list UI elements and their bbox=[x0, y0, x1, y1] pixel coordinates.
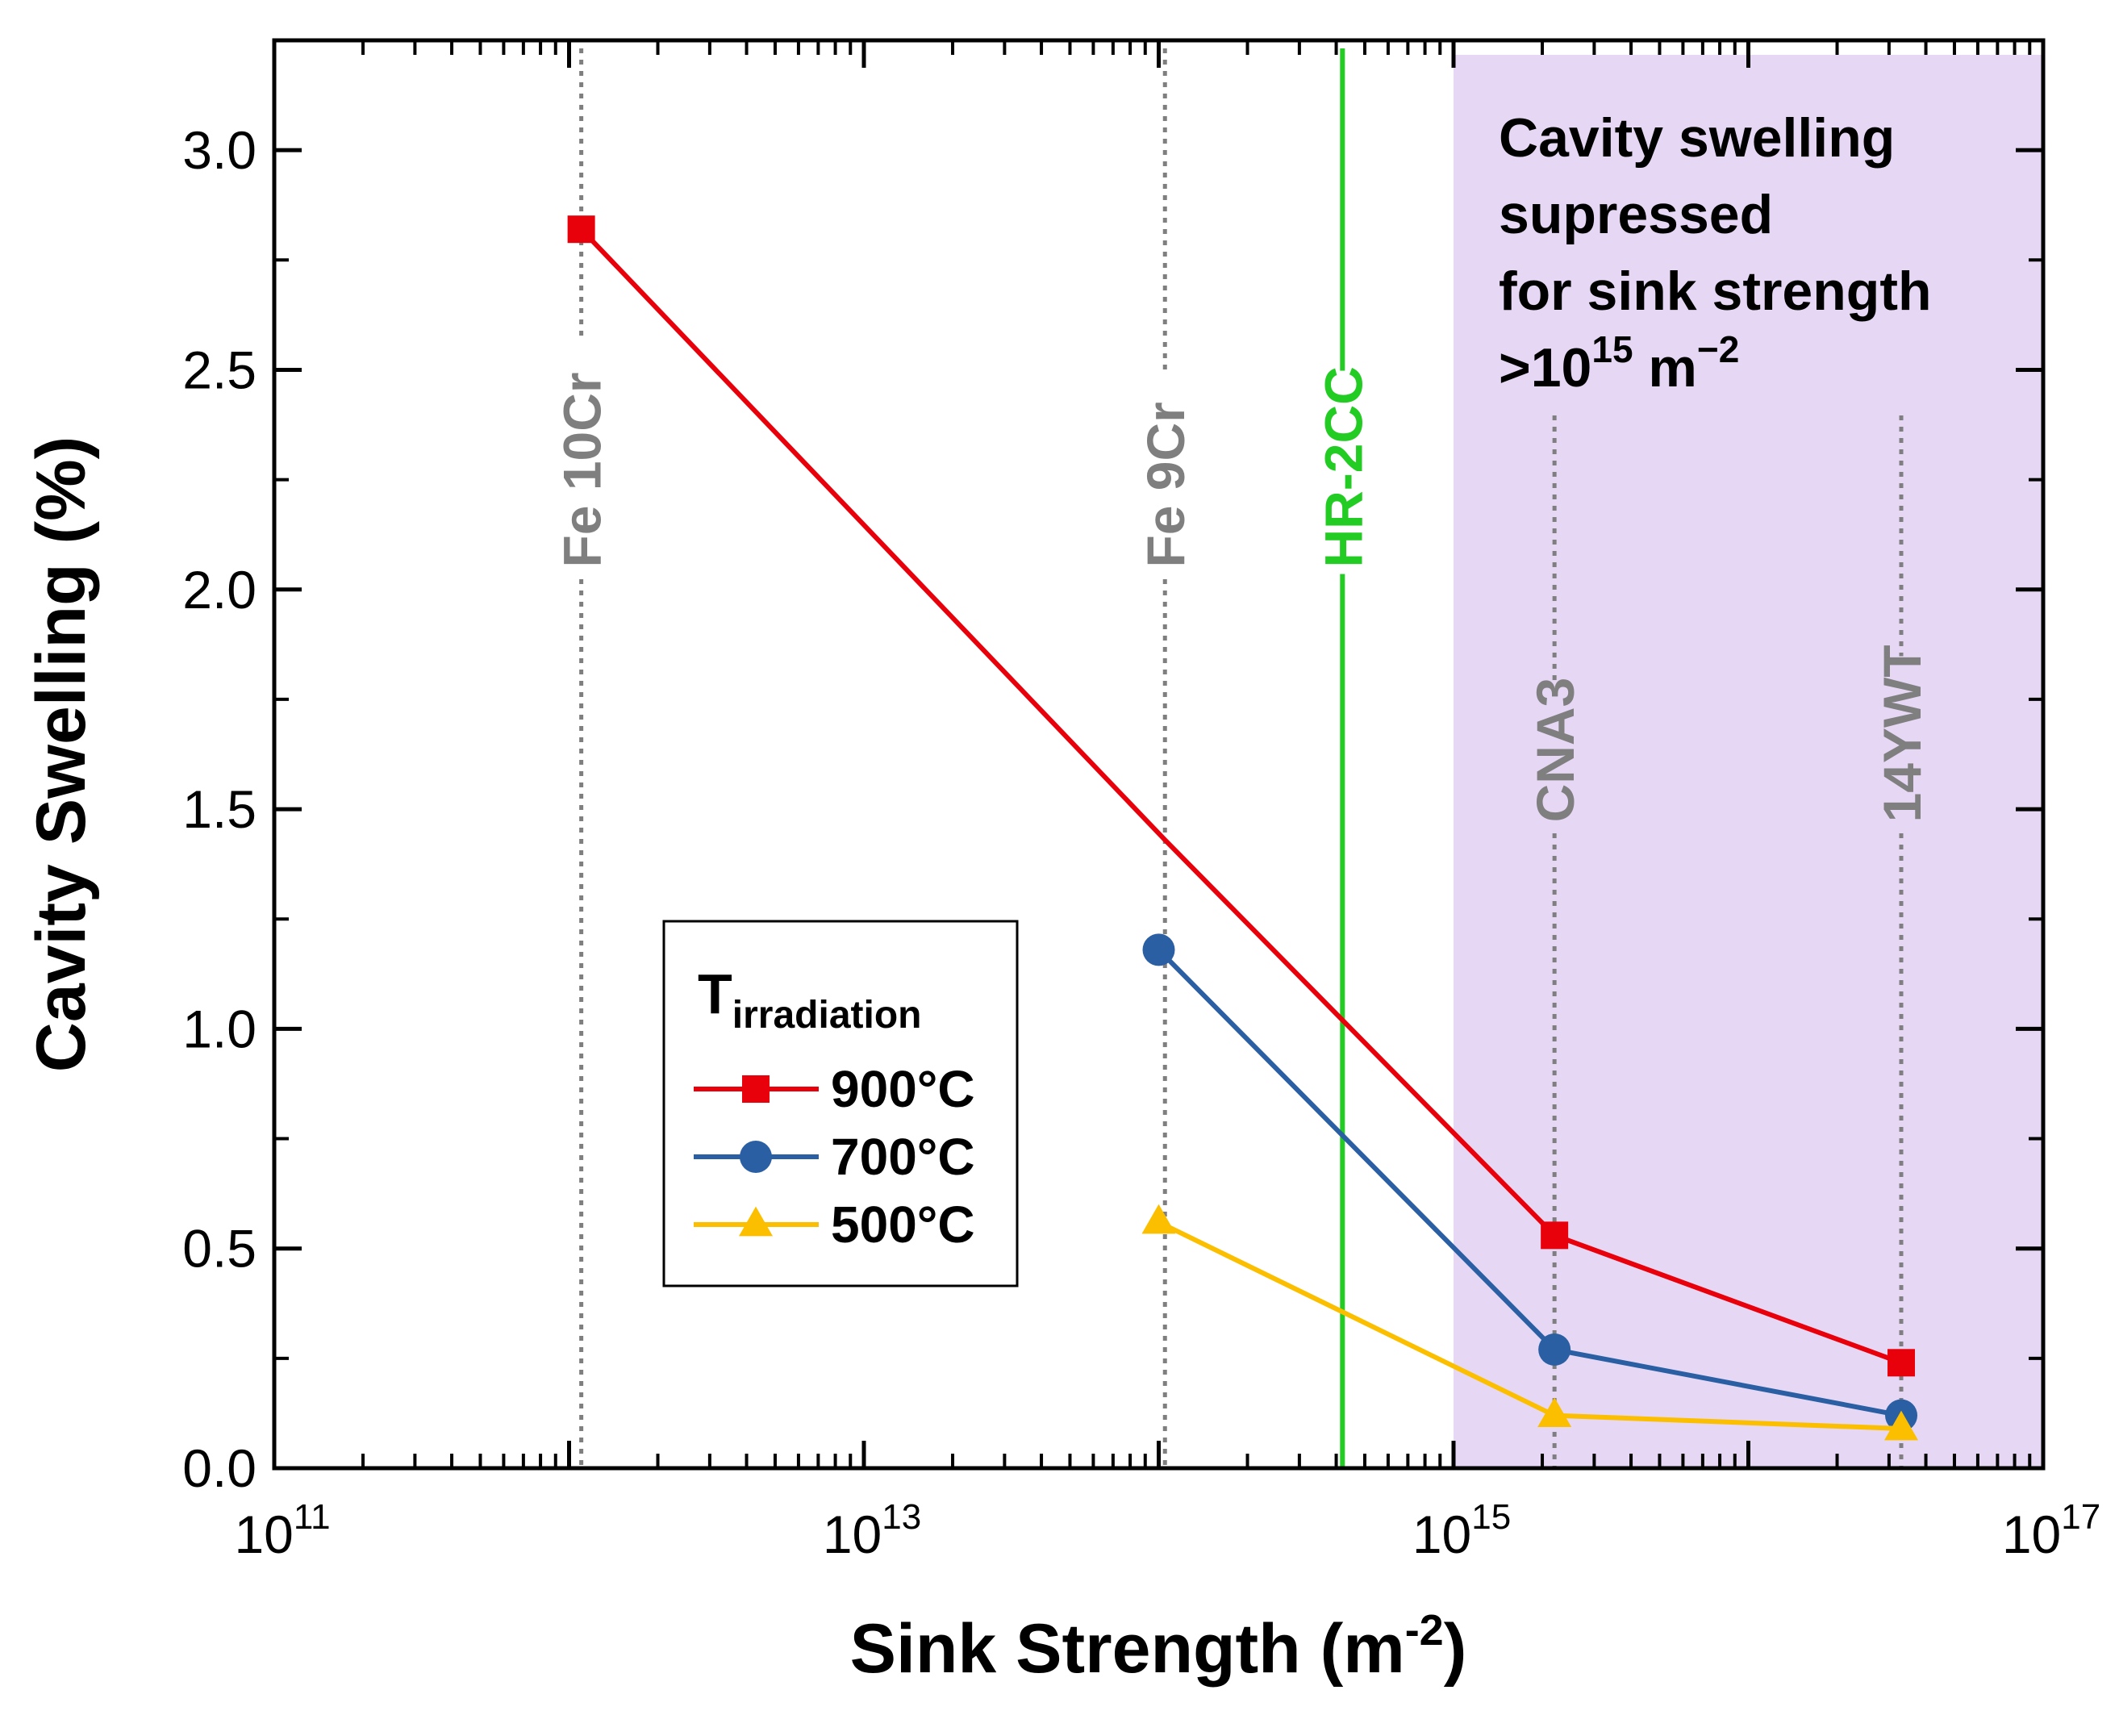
x-axis-title-sup: -2 bbox=[1405, 1606, 1444, 1655]
x-axis-title: Sink Strength (m-2) bbox=[850, 1606, 1467, 1688]
y-tick-label-0: 0.0 bbox=[182, 1438, 257, 1498]
legend-label-0: 900°C bbox=[831, 1060, 975, 1118]
legend-marker-1 bbox=[740, 1141, 772, 1173]
x-tick-exp-1: 13 bbox=[882, 1497, 921, 1537]
y-tick-label-5: 2.5 bbox=[182, 340, 257, 399]
x-axis-title-close: ) bbox=[1444, 1610, 1467, 1688]
x-tick-base-2: 10 bbox=[1412, 1504, 1471, 1564]
series-2-point-1 bbox=[1537, 1397, 1572, 1428]
reference-label-2: HR-2CC bbox=[1313, 366, 1373, 567]
y-tick-label-1: 0.5 bbox=[182, 1219, 257, 1279]
reference-lines: Fe 10Cr Fe 9Cr HR-2CC CNA3 14YWT bbox=[553, 48, 1932, 1468]
x-tick-exp-3: 17 bbox=[2061, 1497, 2100, 1537]
x-tick-label-3: 1017 bbox=[2002, 1497, 2100, 1564]
y-tick-label-6: 3.0 bbox=[182, 120, 257, 180]
x-tick-exp-0: 11 bbox=[294, 1497, 331, 1537]
x-tick-label-1: 1013 bbox=[823, 1497, 921, 1564]
series-1-point-0 bbox=[1142, 933, 1175, 966]
series-line-0 bbox=[579, 227, 1903, 1366]
x-tick-label-2: 1015 bbox=[1412, 1497, 1511, 1564]
region-text-line-0: Cavity swelling bbox=[1499, 107, 1895, 169]
region-text-unit-exp: −2 bbox=[1697, 328, 1739, 370]
x-tick-label-0: 1011 bbox=[234, 1497, 330, 1564]
region-text-line-2: for sink strength bbox=[1499, 261, 1932, 322]
region-text-line-1: supressed bbox=[1499, 184, 1773, 245]
x-axis-title-main: Sink Strength (m bbox=[850, 1610, 1405, 1688]
legend-label-1: 700°C bbox=[831, 1128, 975, 1186]
reference-label-bg-4 bbox=[1874, 656, 1929, 829]
legend: Tirradiation 900°C 700°C 500°C bbox=[662, 920, 1019, 1287]
reference-label-3: CNA3 bbox=[1525, 678, 1585, 823]
data-series bbox=[567, 215, 1919, 1441]
x-tick-base-0: 10 bbox=[234, 1504, 293, 1564]
legend-title: Tirradiation bbox=[698, 962, 921, 1037]
reference-label-0: Fe 10Cr bbox=[553, 372, 612, 567]
reference-label-bg-0 bbox=[553, 340, 609, 574]
reference-label-4: 14YWT bbox=[1872, 645, 1932, 822]
series-2-point-2 bbox=[1884, 1410, 1919, 1441]
series-1-point-1 bbox=[1538, 1333, 1571, 1366]
series-0-point-2 bbox=[1541, 1221, 1569, 1250]
series-0-point-3 bbox=[1887, 1349, 1916, 1377]
reference-label-bg-3 bbox=[1527, 686, 1583, 829]
reference-label-bg-1 bbox=[1137, 370, 1193, 574]
y-axis-title: Cavity Swelling (%) bbox=[23, 436, 100, 1073]
region-text-exp: 15 bbox=[1591, 328, 1633, 370]
region-text-prefix: >10 bbox=[1499, 337, 1591, 399]
legend-title-sub: irradiation bbox=[732, 994, 922, 1037]
y-tick-label-4: 2.0 bbox=[182, 560, 257, 620]
region-text-unit: m bbox=[1633, 337, 1697, 399]
y-tick-label-3: 1.5 bbox=[182, 779, 257, 839]
legend-label-2: 500°C bbox=[831, 1196, 975, 1254]
series-2-point-0 bbox=[1141, 1204, 1176, 1234]
axis-titles: Sink Strength (m-2) Cavity Swelling (%) bbox=[23, 436, 1466, 1688]
x-tick-base-1: 10 bbox=[823, 1504, 882, 1564]
region-text-line-last: >1015 m−2 bbox=[1499, 328, 1739, 399]
legend-marker-2 bbox=[739, 1206, 773, 1237]
x-tick-exp-2: 15 bbox=[1471, 1497, 1511, 1537]
series-0-point-0 bbox=[567, 215, 595, 244]
reference-label-bg-2 bbox=[1315, 370, 1370, 574]
reference-label-1: Fe 9Cr bbox=[1136, 402, 1195, 567]
legend-title-main: T bbox=[698, 962, 732, 1025]
legend-marker-0 bbox=[742, 1075, 770, 1103]
y-tick-label-2: 1.0 bbox=[182, 999, 257, 1058]
x-tick-base-3: 10 bbox=[2002, 1504, 2061, 1564]
region-annotation: Cavity swelling supressed for sink strengt… bbox=[1499, 107, 1932, 399]
